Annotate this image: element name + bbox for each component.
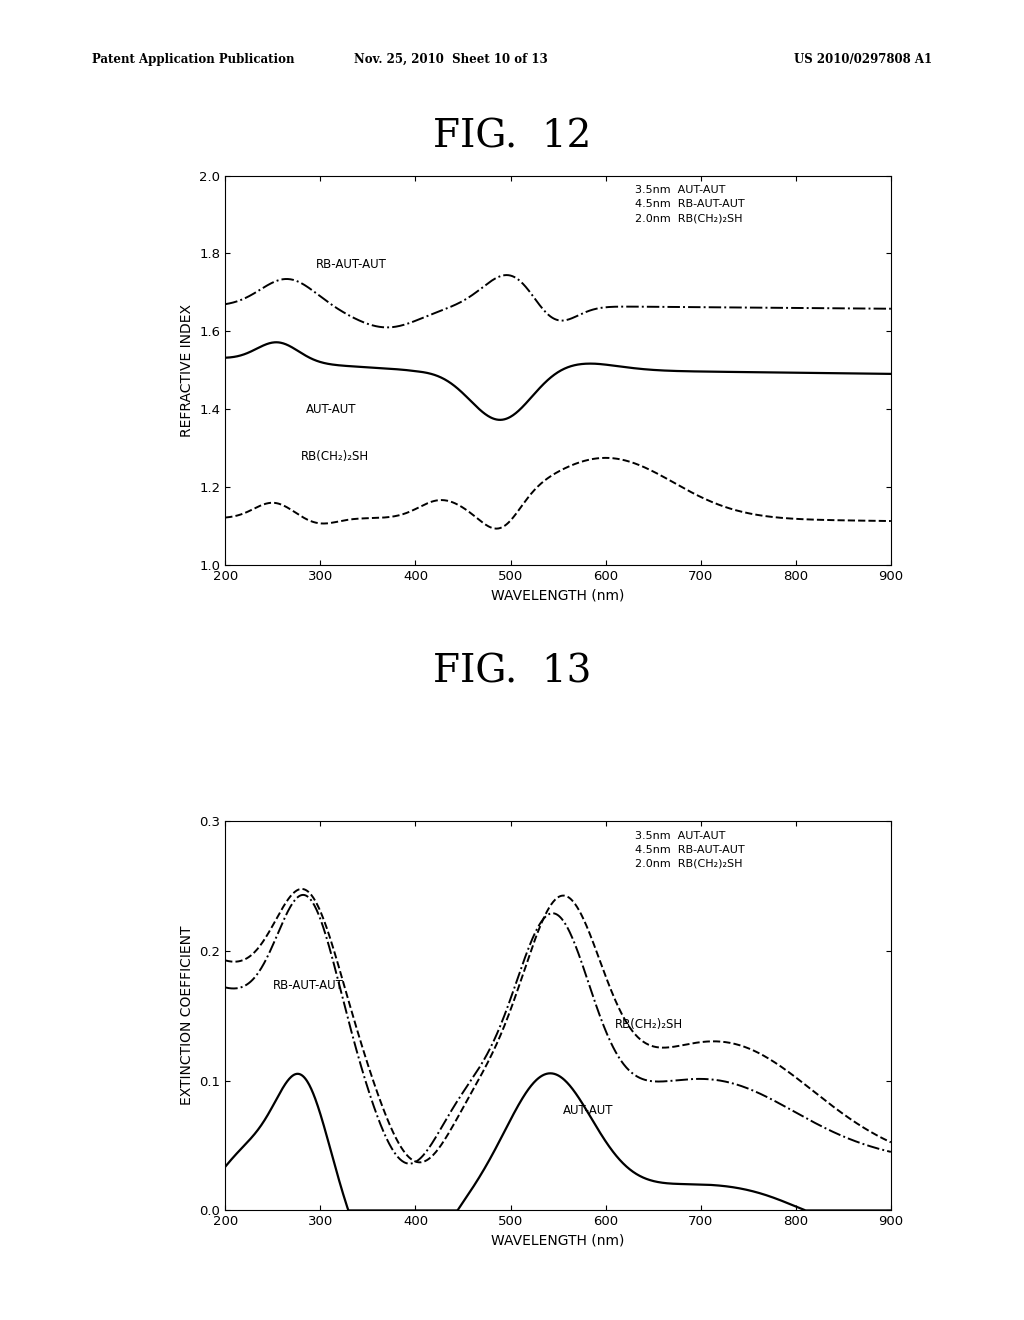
Text: RB(CH₂)₂SH: RB(CH₂)₂SH (301, 450, 370, 463)
Text: 3.5nm  AUT-AUT
4.5nm  RB-AUT-AUT
2.0nm  RB(CH₂)₂SH: 3.5nm AUT-AUT 4.5nm RB-AUT-AUT 2.0nm RB(… (635, 830, 744, 869)
Text: AUT-AUT: AUT-AUT (563, 1104, 613, 1117)
Text: RB(CH₂)₂SH: RB(CH₂)₂SH (615, 1018, 683, 1031)
Text: AUT-AUT: AUT-AUT (306, 404, 356, 416)
Text: RB-AUT-AUT: RB-AUT-AUT (315, 257, 386, 271)
Text: Patent Application Publication: Patent Application Publication (92, 53, 295, 66)
X-axis label: WAVELENGTH (nm): WAVELENGTH (nm) (492, 1234, 625, 1247)
Text: RB-AUT-AUT: RB-AUT-AUT (272, 979, 344, 993)
Text: 3.5nm  AUT-AUT
4.5nm  RB-AUT-AUT
2.0nm  RB(CH₂)₂SH: 3.5nm AUT-AUT 4.5nm RB-AUT-AUT 2.0nm RB(… (635, 185, 744, 223)
Text: FIG.  12: FIG. 12 (433, 119, 591, 156)
Y-axis label: REFRACTIVE INDEX: REFRACTIVE INDEX (180, 304, 194, 437)
X-axis label: WAVELENGTH (nm): WAVELENGTH (nm) (492, 589, 625, 602)
Text: Nov. 25, 2010  Sheet 10 of 13: Nov. 25, 2010 Sheet 10 of 13 (353, 53, 548, 66)
Y-axis label: EXTINCTION COEFFICIENT: EXTINCTION COEFFICIENT (180, 927, 194, 1105)
Text: US 2010/0297808 A1: US 2010/0297808 A1 (794, 53, 932, 66)
Text: FIG.  13: FIG. 13 (433, 653, 591, 690)
